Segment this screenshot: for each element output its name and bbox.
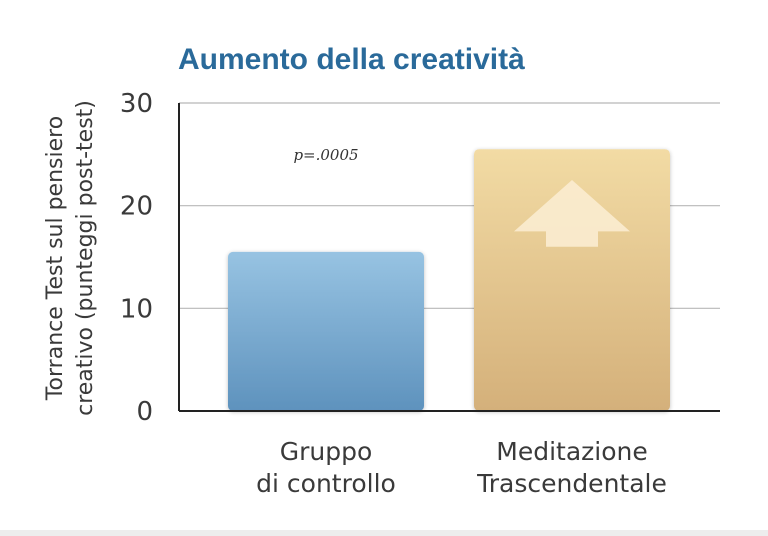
bars bbox=[228, 149, 670, 411]
y-tick-labels: 0 10 20 30 bbox=[120, 89, 153, 427]
p-value-annotation: p=.0005 bbox=[293, 146, 358, 164]
category-label-2-line-2: Trascendentale bbox=[476, 469, 667, 498]
y-tick-label-0: 0 bbox=[136, 397, 153, 427]
y-axis-label: Torrance Test sul pensiero creativo (punt… bbox=[43, 100, 98, 416]
y-tick-label-30: 30 bbox=[120, 89, 153, 119]
category-labels: Gruppo di controllo Meditazione Trascendent… bbox=[256, 437, 667, 498]
category-label-1-line-1: Gruppo bbox=[280, 437, 373, 466]
y-tick-label-10: 10 bbox=[120, 294, 153, 324]
bar-gruppo-di-controllo bbox=[228, 251, 424, 411]
up-arrow-icon bbox=[514, 180, 630, 247]
y-tick-label-20: 20 bbox=[120, 192, 153, 222]
bar-meditazione-trascendentale bbox=[474, 149, 670, 411]
y-axis-label-line-1: Torrance Test sul pensiero bbox=[43, 116, 68, 401]
category-label-2-line-1: Meditazione bbox=[496, 437, 647, 466]
y-axis-label-line-2: creativo (punteggi post-test) bbox=[73, 100, 98, 416]
bottom-strip bbox=[0, 530, 768, 536]
category-label-1-line-2: di controllo bbox=[256, 469, 396, 498]
chart-title: Aumento della creatività bbox=[178, 43, 525, 76]
